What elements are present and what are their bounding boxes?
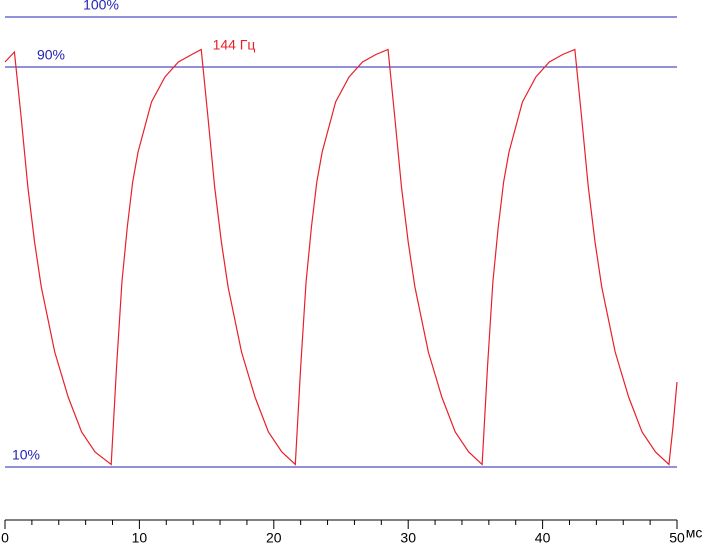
- series-line: [4, 48, 678, 466]
- legend-label: 144 Гц: [213, 37, 256, 53]
- x-tick-label: 30: [400, 530, 416, 546]
- x-axis-label: мс: [686, 525, 703, 541]
- x-tick-label: 0: [1, 530, 9, 546]
- y-tick-label: 10%: [12, 447, 40, 463]
- x-tick-label: 50: [669, 530, 685, 546]
- x-tick-label: 10: [132, 530, 148, 546]
- x-tick-label: 40: [535, 530, 551, 546]
- x-tick-label: 20: [266, 530, 282, 546]
- y-tick-label: 100%: [83, 0, 119, 13]
- y-tick-label: 90%: [37, 47, 65, 63]
